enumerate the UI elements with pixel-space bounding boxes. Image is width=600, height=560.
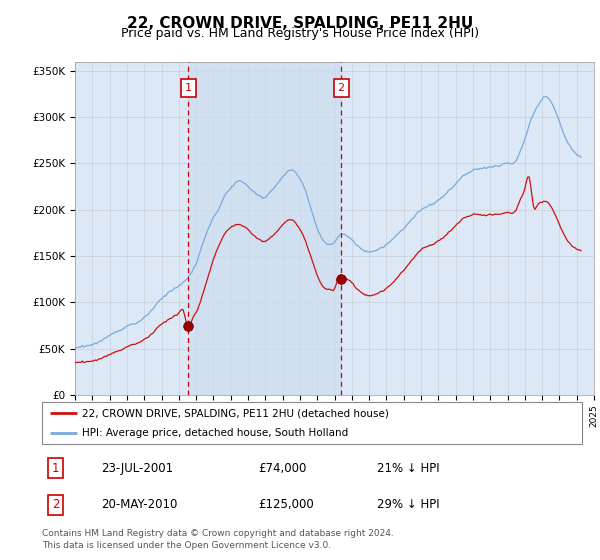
Text: £125,000: £125,000 [258,498,314,511]
Text: 22, CROWN DRIVE, SPALDING, PE11 2HU: 22, CROWN DRIVE, SPALDING, PE11 2HU [127,16,473,31]
Text: 1: 1 [185,83,192,94]
Text: 22, CROWN DRIVE, SPALDING, PE11 2HU (detached house): 22, CROWN DRIVE, SPALDING, PE11 2HU (det… [83,408,389,418]
Text: HPI: Average price, detached house, South Holland: HPI: Average price, detached house, Sout… [83,428,349,438]
Text: 23-JUL-2001: 23-JUL-2001 [101,462,173,475]
Text: 20-MAY-2010: 20-MAY-2010 [101,498,178,511]
Text: 2: 2 [338,83,344,94]
Text: 1: 1 [52,462,59,475]
Text: Contains HM Land Registry data © Crown copyright and database right 2024.: Contains HM Land Registry data © Crown c… [42,530,394,539]
Text: 2: 2 [52,498,59,511]
Text: 21% ↓ HPI: 21% ↓ HPI [377,462,439,475]
Text: 29% ↓ HPI: 29% ↓ HPI [377,498,439,511]
Text: This data is licensed under the Open Government Licence v3.0.: This data is licensed under the Open Gov… [42,541,331,550]
Text: Price paid vs. HM Land Registry's House Price Index (HPI): Price paid vs. HM Land Registry's House … [121,27,479,40]
Bar [188,62,341,395]
Text: £74,000: £74,000 [258,462,307,475]
